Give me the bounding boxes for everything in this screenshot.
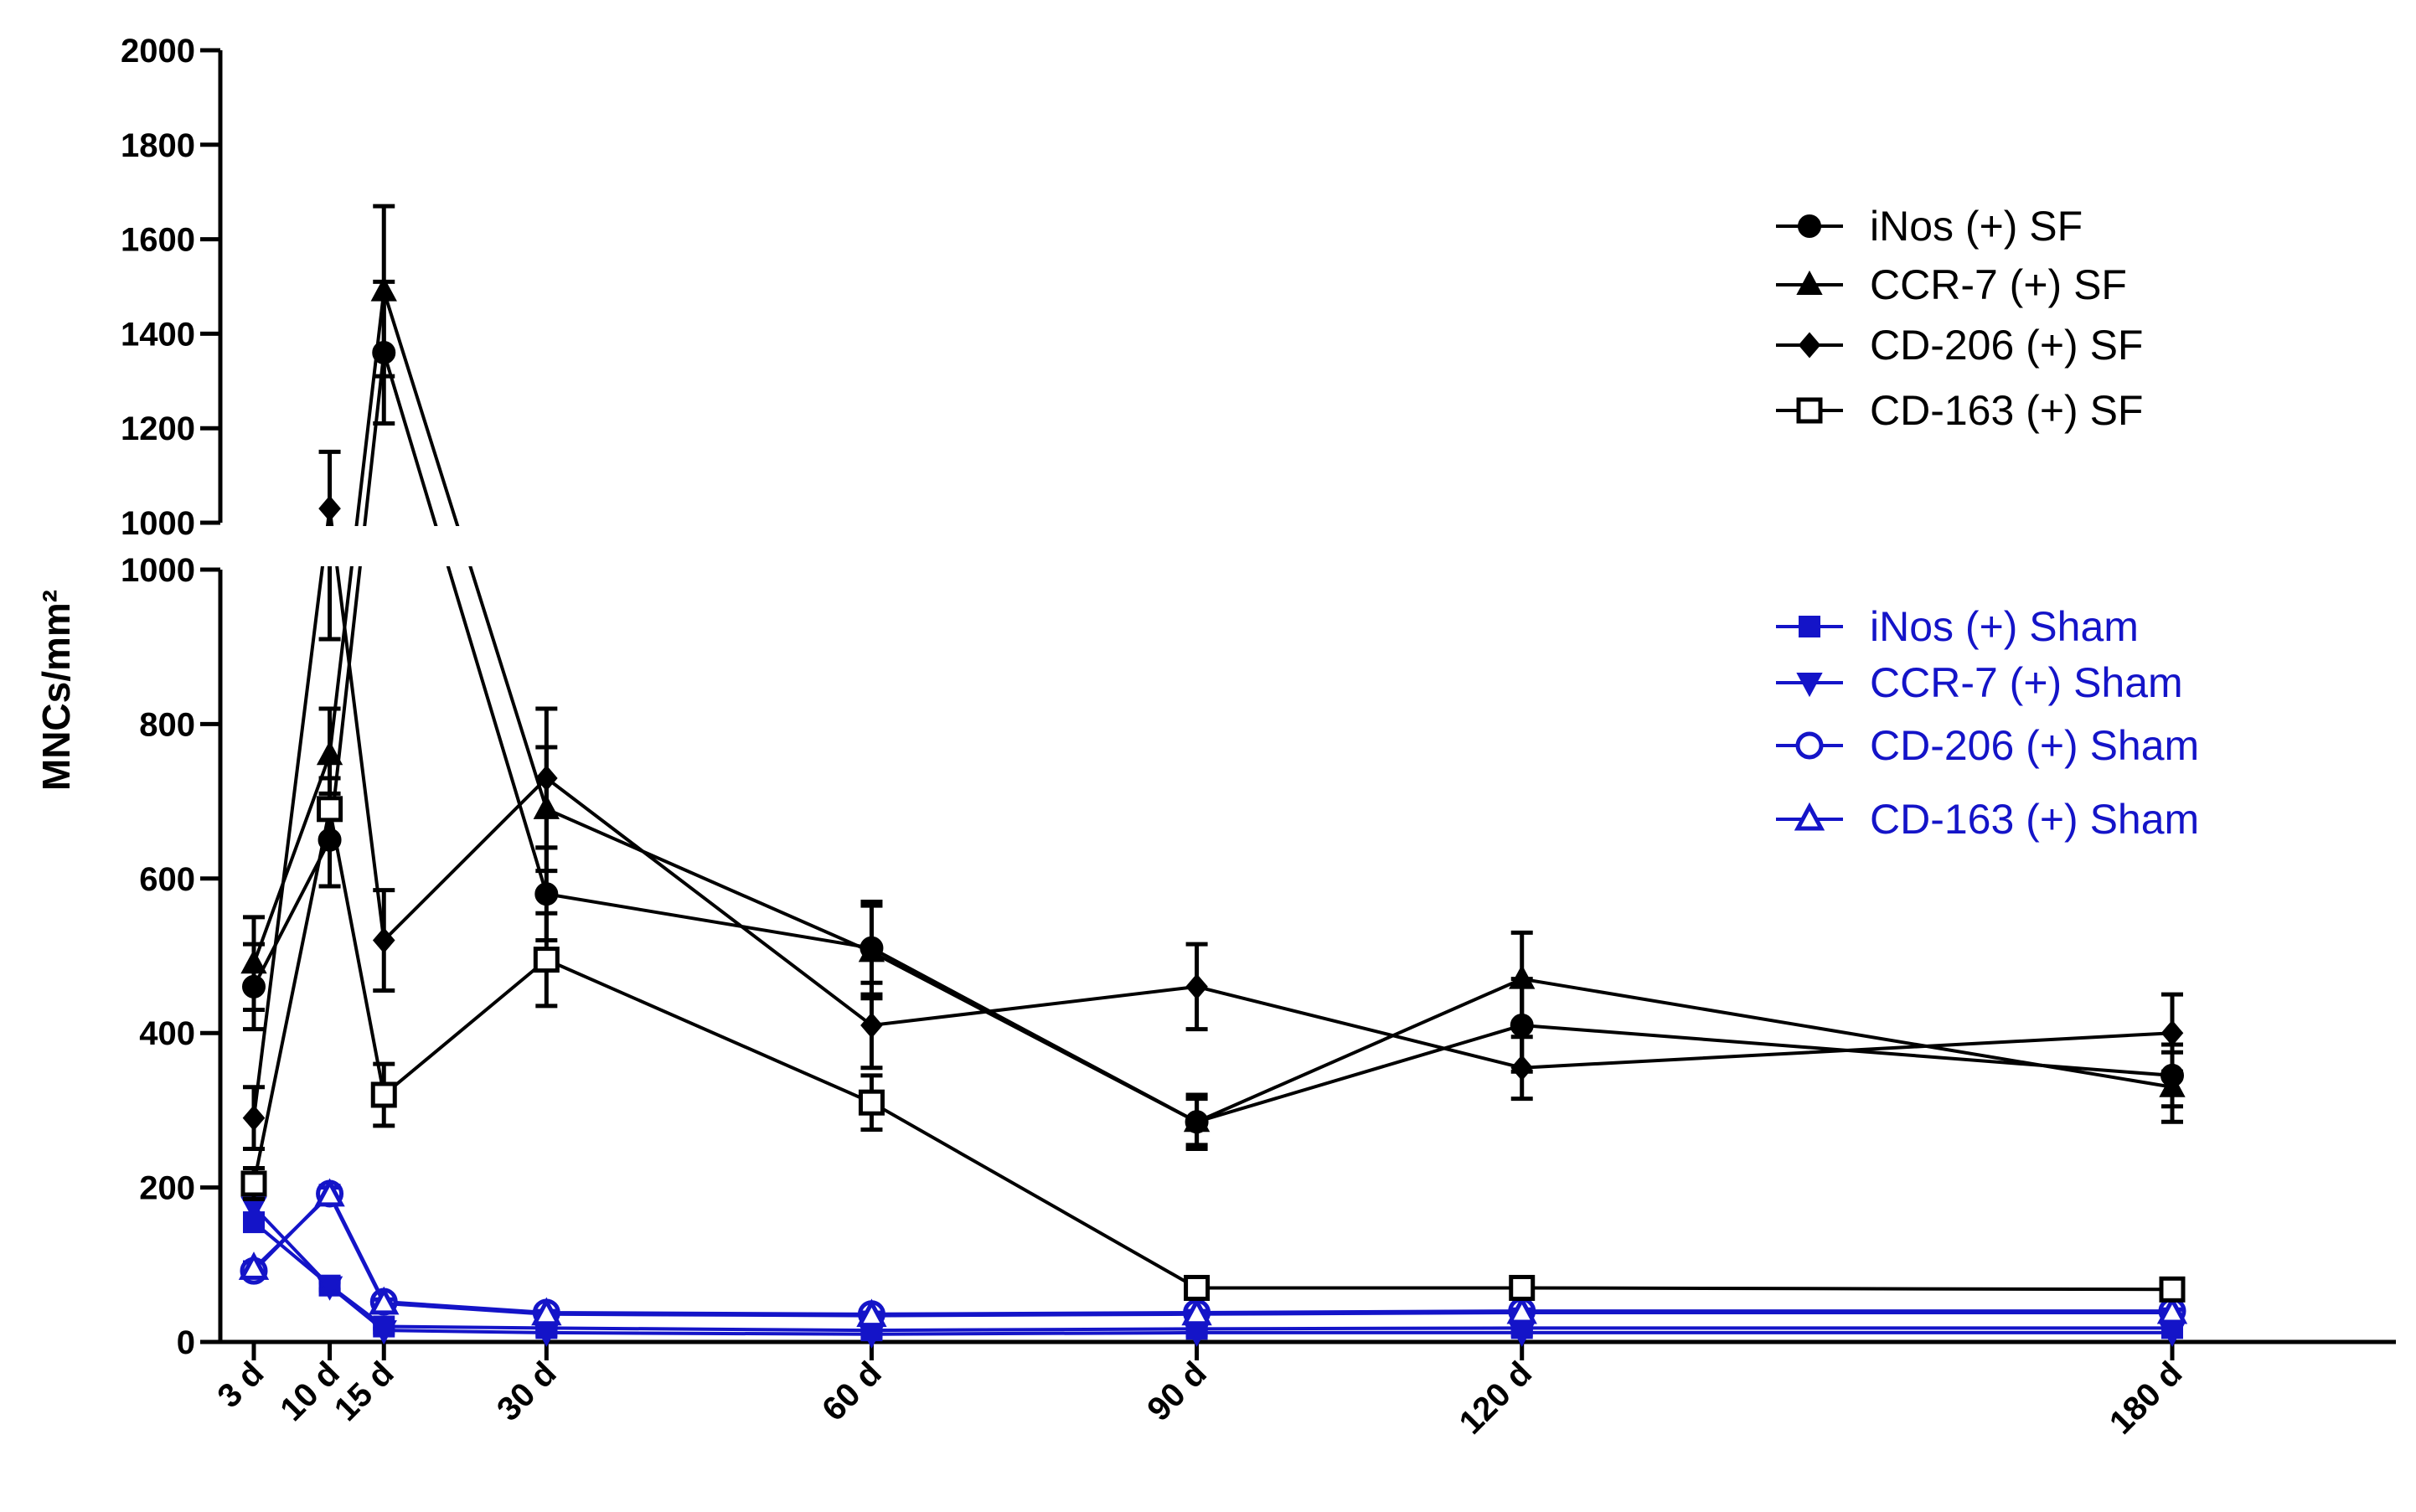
data-point-cd-206-sf-15 [372, 927, 395, 954]
data-point-ccr-7-sf-15 [370, 276, 397, 302]
series-line-cd-163-sham [252, 1192, 2172, 1318]
data-point-cd-206-sf-30 [535, 765, 558, 792]
legend-group: iNos (+) SF CCR-7 (+) SF CD-206 (+) SF CD-1… [1776, 203, 2199, 843]
data-point-ccr-7-sf-60 [858, 937, 885, 962]
data-point-cd-163-sham-30 [531, 1297, 562, 1326]
y-axis-title: MNCs/mm² [34, 590, 78, 791]
legend-item-ccr-7-sf: CCR-7 (+) SF [1776, 261, 2127, 308]
legend-item-cd-206-sham: CD-206 (+) Sham [1776, 722, 2199, 769]
data-point-ccr-7-sf-3 [240, 949, 267, 974]
data-point-inos-sf-30 [534, 882, 559, 906]
y-tick-label-upper-2000: 2000 [121, 33, 195, 70]
data-point-ccr-7-sham-10 [316, 1276, 343, 1301]
x-tick-label-90: 90 d [1140, 1355, 1214, 1428]
legend-item-inos-sham: iNos (+) Sham [1776, 603, 2139, 650]
data-point-cd-163-sf-90 [1184, 1274, 1211, 1301]
y-tick-label-upper-1400: 1400 [121, 316, 195, 353]
data-point-cd-163-sf-15 [370, 1081, 397, 1108]
x-tick-label-15: 15 d [328, 1355, 401, 1428]
data-point-ccr-7-sf-180 [2159, 1072, 2186, 1097]
series-ccr-7-sf [240, 204, 2186, 1151]
legend-item-ccr-7-sham: CCR-7 (+) Sham [1776, 659, 2183, 706]
legend-item-cd-163-sham: CD-163 (+) Sham [1776, 796, 2199, 843]
data-point-cd-163-sham-120 [1506, 1295, 1537, 1324]
legend-marker-inos-sham [1799, 616, 1820, 637]
data-point-cd-163-sham-60 [856, 1298, 887, 1328]
y-tick-label-lower-800: 800 [139, 706, 195, 743]
data-point-cd-163-sf-10 [317, 796, 343, 823]
data-point-ccr-7-sf-10 [316, 741, 343, 766]
data-point-cd-163-sf-30 [533, 947, 560, 973]
legend-marker-cd-163-sf [1796, 397, 1823, 424]
series-cd-206-sham [240, 1179, 2186, 1329]
data-point-cd-206-sf-180 [2160, 1019, 2184, 1046]
x-tick-label-120: 120 d [1453, 1355, 1539, 1441]
legend-marker-inos-sf [1798, 214, 1821, 238]
data-point-ccr-7-sf-120 [1509, 964, 1536, 989]
data-point-ccr-7-sham-15 [370, 1320, 397, 1345]
series-cd-163-sf [240, 776, 2186, 1303]
legend-marker-cd-163-sham [1794, 802, 1825, 831]
x-tick-label-3: 3 d [210, 1355, 271, 1415]
data-point-cd-206-sf-3 [242, 1105, 266, 1132]
axis-break-gap [223, 526, 2398, 566]
data-point-cd-206-sf-10 [318, 495, 341, 522]
y-tick-label-upper-1600: 1600 [121, 222, 195, 259]
data-point-cd-163-sham-15 [369, 1286, 400, 1315]
data-point-cd-163-sham-10 [314, 1178, 345, 1207]
series-line-cd-206-sf [252, 508, 2173, 1118]
data-point-cd-206-sf-60 [860, 1012, 883, 1039]
data-point-cd-163-sf-120 [1509, 1274, 1536, 1301]
series-line-cd-163-sf [252, 808, 2173, 1292]
legend-item-inos-sf: iNos (+) SF [1776, 203, 2083, 250]
legend-label-ccr-7-sham: CCR-7 (+) Sham [1870, 659, 2183, 706]
series-line-ccr-7-sf [252, 291, 2173, 1124]
legend-marker-cd-206-sf [1798, 332, 1821, 359]
y-tick-label-lower-0: 0 [177, 1324, 195, 1361]
x-tick-label-180: 180 d [2103, 1355, 2189, 1441]
y-tick-label-upper-1000: 1000 [121, 505, 195, 542]
x-tick-label-60: 60 d [815, 1355, 889, 1428]
series-ccr-7-sham [240, 1196, 2186, 1349]
y-tick-label-upper-1800: 1800 [121, 127, 195, 164]
legend-label-cd-163-sf: CD-163 (+) SF [1870, 387, 2143, 434]
series-cd-163-sham [238, 1178, 2188, 1328]
legend-item-cd-206-sf: CD-206 (+) SF [1776, 322, 2143, 369]
legend-label-inos-sf: iNos (+) SF [1870, 203, 2083, 250]
x-tick-label-10: 10 d [273, 1355, 347, 1428]
series-line-cd-206-sham [252, 1190, 2172, 1316]
series-group [223, 204, 2398, 1349]
data-point-cd-163-sham-180 [2156, 1295, 2188, 1324]
legend-label-cd-206-sf: CD-206 (+) SF [1870, 322, 2143, 369]
series-line-ccr-7-sham [252, 1205, 2172, 1336]
legend-label-cd-206-sham: CD-206 (+) Sham [1870, 722, 2199, 769]
y-tick-label-lower-400: 400 [139, 1015, 195, 1052]
legend-marker-cd-206-sham [1795, 731, 1824, 760]
legend-marker-ccr-7-sham [1796, 673, 1823, 698]
y-tick-label-lower-600: 600 [139, 861, 195, 898]
y-tick-label-upper-1200: 1200 [121, 410, 195, 447]
data-point-cd-163-sham-90 [1181, 1297, 1212, 1326]
y-tick-label-lower-200: 200 [139, 1170, 195, 1207]
legend-label-inos-sham: iNos (+) Sham [1870, 603, 2139, 650]
legend-label-ccr-7-sf: CCR-7 (+) SF [1870, 261, 2127, 308]
data-point-cd-206-sf-120 [1510, 1055, 1534, 1081]
data-point-cd-163-sf-180 [2159, 1276, 2186, 1303]
data-point-ccr-7-sf-90 [1183, 1107, 1211, 1133]
data-point-cd-163-sham-3 [238, 1251, 270, 1280]
legend-marker-ccr-7-sf [1796, 270, 1823, 295]
data-point-cd-163-sf-60 [858, 1089, 885, 1116]
legend-item-cd-163-sf: CD-163 (+) SF [1776, 387, 2143, 434]
data-point-cd-206-sf-90 [1185, 973, 1208, 1000]
data-point-cd-163-sf-3 [240, 1170, 267, 1197]
x-tick-label-30: 30 d [490, 1355, 564, 1428]
series-cd-206-sf [242, 449, 2184, 1151]
y-tick-label-lower-1000: 1000 [121, 552, 195, 589]
legend-label-cd-163-sham: CD-163 (+) Sham [1870, 796, 2199, 843]
